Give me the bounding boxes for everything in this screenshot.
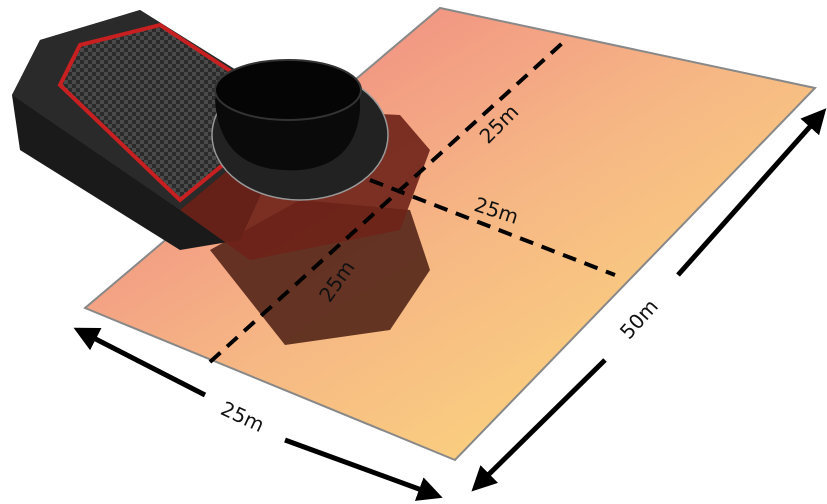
dimension-arrow (676, 108, 827, 277)
range-line (369, 178, 616, 277)
sensor-device (12, 10, 430, 345)
dimension-arrow (284, 437, 443, 501)
dimension-label: 25m (217, 396, 268, 437)
range-line (208, 36, 570, 364)
dimension-arrow (73, 327, 207, 398)
dimension-label: 50m (615, 294, 663, 343)
dimension-arrow (471, 358, 607, 492)
